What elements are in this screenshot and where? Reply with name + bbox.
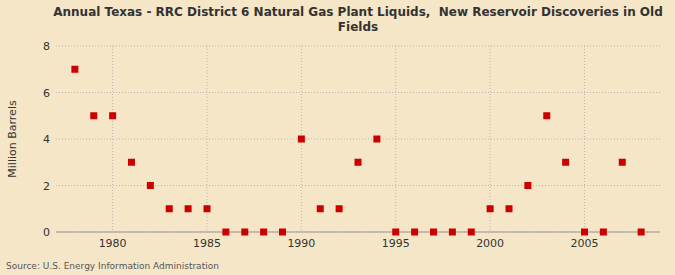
point	[468, 229, 475, 236]
grid-line-y	[56, 185, 660, 186]
title-line: Fields	[338, 20, 378, 34]
grid-line-y	[56, 46, 660, 47]
grid-line-y	[56, 139, 660, 140]
x-tick-label: 2005	[571, 237, 599, 250]
grid-line-x	[490, 46, 491, 232]
point	[71, 66, 78, 73]
x-tick-label: 2000	[476, 237, 504, 250]
point	[260, 229, 267, 236]
x-tick-label: 1995	[382, 237, 410, 250]
grid	[56, 46, 660, 232]
point	[373, 136, 380, 143]
grid-line-x	[112, 46, 113, 232]
point	[506, 205, 513, 212]
point	[619, 159, 626, 166]
point	[222, 229, 229, 236]
background	[0, 0, 675, 275]
point	[449, 229, 456, 236]
point	[279, 229, 286, 236]
point	[298, 136, 305, 143]
point	[147, 182, 154, 189]
point	[638, 229, 645, 236]
y-tick-label: 8	[43, 40, 50, 53]
x-tick-label: 1990	[287, 237, 315, 250]
y-tick-label: 2	[43, 180, 50, 193]
grid-line-x	[584, 46, 585, 232]
title: Annual Texas - RRC District 6 Natural Ga…	[53, 5, 663, 34]
point	[241, 229, 248, 236]
y-tick-label: 0	[43, 226, 50, 239]
grid-line-y	[56, 92, 660, 93]
point	[600, 229, 607, 236]
points	[71, 66, 644, 236]
point	[581, 229, 588, 236]
x-tick-label: 1985	[193, 237, 221, 250]
title-line: Annual Texas - RRC District 6 Natural Ga…	[53, 5, 663, 19]
point	[392, 229, 399, 236]
point	[185, 205, 192, 212]
point	[562, 159, 569, 166]
point	[524, 182, 531, 189]
grid-line-x	[395, 46, 396, 232]
point	[90, 112, 97, 119]
point	[109, 112, 116, 119]
point	[336, 205, 343, 212]
chart: Annual Texas - RRC District 6 Natural Ga…	[0, 0, 675, 275]
point	[317, 205, 324, 212]
point	[411, 229, 418, 236]
source: Source: U.S. Energy Information Administ…	[6, 261, 219, 271]
x-tick-label: 1980	[99, 237, 127, 250]
point	[166, 205, 173, 212]
y-axis-label: Million Barrels	[6, 100, 19, 178]
grid-line-y	[56, 232, 660, 233]
point	[204, 205, 211, 212]
point	[355, 159, 362, 166]
point	[430, 229, 437, 236]
point	[487, 205, 494, 212]
y-tick-label: 6	[43, 87, 50, 100]
point	[128, 159, 135, 166]
x-axis-line	[56, 232, 660, 233]
point	[543, 112, 550, 119]
y-tick-label: 4	[43, 133, 50, 146]
grid-line-x	[207, 46, 208, 232]
